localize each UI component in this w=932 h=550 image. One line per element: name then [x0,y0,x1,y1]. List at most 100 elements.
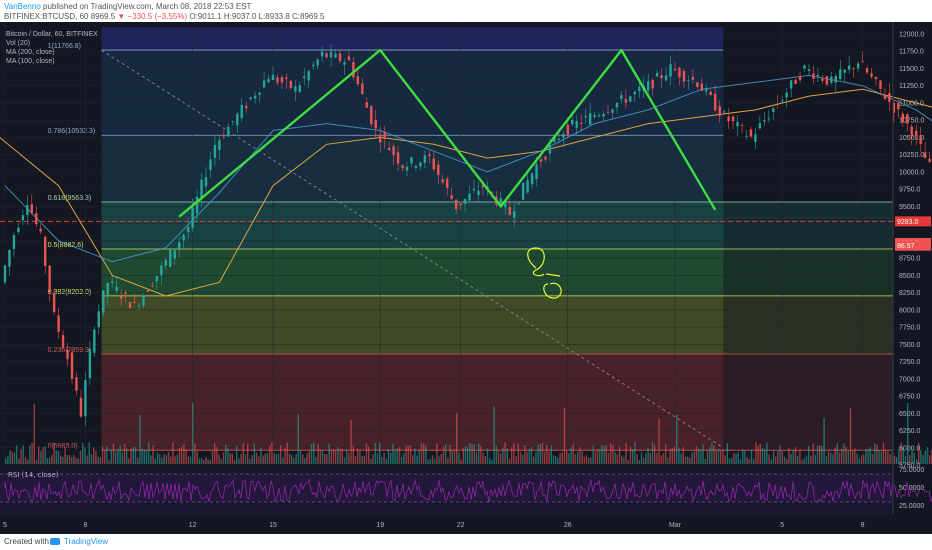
volume-bar [326,454,328,464]
volume-bar [588,457,590,464]
rsi-label: RSI (14, close) [8,471,59,479]
volume-bar [60,455,62,464]
volume-bar [57,450,60,464]
candle-body [852,68,855,70]
candle-body [839,69,842,80]
volume-bar [808,445,810,464]
candle-body [347,56,351,61]
volume-bar [726,442,728,464]
volume-bar [504,442,506,464]
candle-body [79,397,83,417]
volume-bar [671,447,673,464]
volume-bar [902,447,904,464]
volume-bar [702,444,704,464]
volume-bar [145,450,148,464]
candle-body [664,75,668,81]
volume-bar [306,453,308,464]
candle-body [571,119,574,125]
price-chart[interactable]: 1(11766.8) 0.786(10532.3) 0.618(9563.3) 0.5… [0,22,932,534]
volume-bar [181,447,183,464]
candle-body [39,228,42,232]
last-price: 8969.5 [90,12,116,21]
volume-bar [484,455,486,464]
volume-bar [51,455,53,464]
volume-bar [539,443,541,464]
volume-bar [291,455,293,464]
volume-bar [687,456,689,464]
volume-bar [814,454,816,464]
volume-bar [735,453,737,464]
volume-bar [739,459,742,464]
volume-bar [599,449,601,464]
candle-body [825,76,829,85]
volume-bar [134,446,137,464]
volume-bar [651,442,654,464]
volume-bar [167,452,170,464]
volume-bar [77,458,79,464]
volume-bar [720,451,722,464]
volume-bar [515,456,517,464]
volume-bar [73,454,75,464]
volume-bar [746,456,748,464]
candle-body [781,100,784,102]
volume-bar [623,457,625,464]
volume-bar [728,458,731,464]
candle-body [21,215,25,221]
volume-bar [407,445,409,464]
volume-bar [816,445,819,464]
candle-body [504,203,507,208]
volume-bar [856,453,858,464]
footer-brand[interactable]: TradingView [64,537,109,546]
volume-bar [251,455,253,464]
candle-body [227,126,230,137]
volume-bar [616,454,618,464]
volume-bar [396,448,398,464]
y-tick-label: 6250.0 [899,428,921,435]
author-link[interactable]: VanBenno [4,2,41,11]
volume-bar [478,443,480,464]
volume-bar [456,412,458,464]
volume-bar [346,449,348,464]
volume-bar [482,452,484,464]
candle-body [142,295,145,306]
volume-bar [286,442,288,464]
candle-body [749,129,753,137]
y-tick-label: 8500.0 [899,273,921,280]
candle-body [566,124,569,135]
candle-body [410,157,413,164]
volume-bar [429,459,431,464]
volume-bar [84,447,86,464]
volume-bar [913,453,915,464]
y-tick-label: 5750.0 [899,463,921,470]
volume-bar [434,458,436,464]
volume-bar [605,445,607,464]
volume-bar [546,445,548,464]
volume-bar [297,414,299,464]
candle-body [651,79,654,89]
volume-bar [904,455,907,464]
volume-bar [112,443,115,464]
volume-bar [462,447,464,464]
candle-body [245,105,248,109]
volume-bar [211,451,214,464]
volume-bar [460,459,462,464]
candle-body [682,70,686,82]
volume-bar [214,443,216,464]
candle-body [97,311,100,328]
x-tick-label: 5 [3,522,7,529]
volume-bar [464,446,467,464]
candle-body [320,51,324,57]
candle-body [285,77,288,80]
volume-bar [770,459,772,464]
candle-body [262,80,266,88]
volume-bar [625,442,627,464]
candle-body [700,83,703,91]
volume-bar [570,447,572,464]
y-tick-label: 6500.0 [899,411,921,418]
volume-bar [156,452,159,464]
volume-bar [799,450,801,464]
candle-body [423,155,427,163]
volume-bar [526,451,528,464]
volume-bar [493,406,495,464]
candle-body [718,106,721,116]
